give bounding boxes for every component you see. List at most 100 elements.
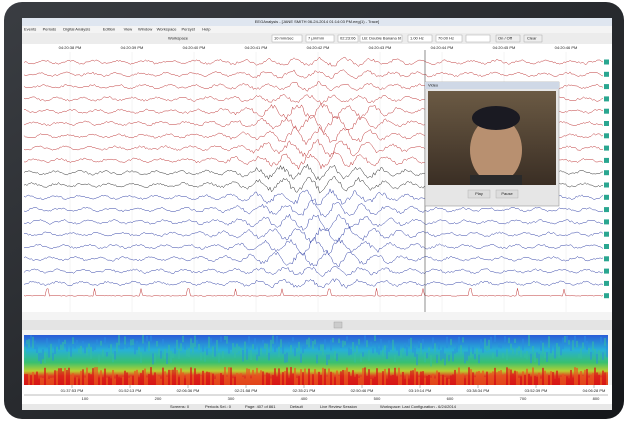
eeg-trace [23,213,604,232]
spectrogram-column [604,337,606,346]
spectrogram-column [246,368,248,385]
menu-item[interactable]: View [124,27,133,32]
status-item: Periods Sel.: 0 [205,404,232,409]
spectrogram-column [300,353,302,363]
spectrogram-column [216,373,218,385]
spectrogram-column [36,346,38,353]
spectrogram-column [24,346,26,359]
spectrogram-column [126,343,128,349]
menu-item[interactable]: Periods [43,27,57,32]
channel-marker [604,133,609,139]
spectrogram-column [572,377,574,385]
spectrogram-column [90,347,92,359]
clear-button[interactable]: Clear [527,36,537,41]
spectrogram-column [502,375,504,385]
spectrogram-column [428,347,430,352]
pause-button[interactable]: Pause [501,191,513,196]
menu-item[interactable]: Edition [103,27,115,32]
time-field[interactable]: 02:23:06 [340,36,356,41]
low-filter-select[interactable]: 1.00 Hz [410,36,424,41]
spectrogram-column [36,371,38,385]
menu-item[interactable]: Workspace [157,27,178,32]
spectrogram-column [78,348,80,353]
gain-select[interactable]: 7 µV/mm [308,36,325,41]
spectrogram-column [596,354,598,364]
spectrogram-column [514,370,516,385]
menu-item[interactable]: Help [202,27,211,32]
spectrogram-column [132,375,134,385]
spectrogram-column [522,338,524,351]
spectrogram-column [114,378,116,385]
spectrogram-column [308,368,310,385]
speed-select[interactable]: 10 mm/sec [274,36,294,41]
spectrogram-column [212,346,214,358]
spectrogram-column [592,341,594,351]
spectrogram-column [264,376,266,385]
spectrogram-column [328,354,330,360]
title-bar [22,18,612,26]
spectrogram-column [548,375,550,385]
toggle-button[interactable]: On / Off [498,36,513,41]
spectrogram-column [588,347,590,354]
spectrogram-column [280,374,282,385]
eeg-trace [23,278,604,289]
montage-select[interactable]: LB: Double Banana bt [362,36,402,41]
spectrogram-column [250,349,252,361]
spectrogram-column [284,370,286,385]
spectrogram-column [390,344,392,350]
spectrogram-column [146,336,148,342]
spectrogram-column [140,352,142,363]
spectrogram-column [138,347,140,355]
scroll-thumb[interactable] [333,321,343,329]
spectrogram-column [442,346,444,359]
status-items: Screens: 0 Periods Sel.: 0 Page: 407 of 86… [170,404,457,409]
spectrogram-column [494,335,496,343]
menu-item[interactable]: Events [24,27,36,32]
spectrogram-column [192,375,194,385]
spectrogram-column [94,367,96,385]
spectrogram-column [516,348,518,356]
spectrogram-column [322,344,324,356]
high-filter-select[interactable]: 70.00 Hz [438,36,454,41]
play-button[interactable]: Play [475,191,483,196]
spectrogram-column [238,346,240,352]
spectrogram-column [448,354,450,362]
scrollbar[interactable] [22,320,612,330]
workspace-button[interactable]: Workspace [168,36,189,41]
video-title: Video [428,83,439,88]
spectrogram-column [376,368,378,385]
spectrogram-column [380,338,382,351]
spectrogram-column [66,370,68,385]
spectrogram-column [416,354,418,366]
menu-item[interactable]: Persyst [182,27,196,32]
spectrogram-column [262,339,264,346]
spectrogram-column [70,345,72,357]
spectrogram-column [412,370,414,385]
spectrogram-column [28,339,30,348]
spectrogram-column [64,367,66,385]
spectrogram-column [226,376,228,385]
spectrogram-column [174,348,176,354]
menu-item[interactable]: Digital Analysis [63,27,90,32]
spectrogram-column [76,377,78,385]
spectrogram-column [410,337,412,350]
spectrogram-column [102,377,104,385]
spectrogram-column [398,344,400,356]
spectrogram-column [342,340,344,348]
spectrogram-column [298,341,300,352]
menu-bar: Events Periods Digital Analysis Edition View… [24,27,211,32]
spectrogram-column [356,345,358,354]
menu-item[interactable]: Window [138,27,152,32]
spectrogram-column [254,375,256,385]
spectrogram-column [472,372,474,385]
spectrogram-column [224,335,226,340]
spectrogram-column [426,352,428,359]
spectrogram-column [200,352,202,361]
eeg-trace [23,250,604,268]
spectrogram-column [138,377,140,385]
spectrogram-column [538,353,540,366]
spectrogram-column [518,377,520,385]
spectrogram-column [54,346,56,354]
spectrogram-column [234,347,236,358]
spectrogram-column [606,345,608,358]
